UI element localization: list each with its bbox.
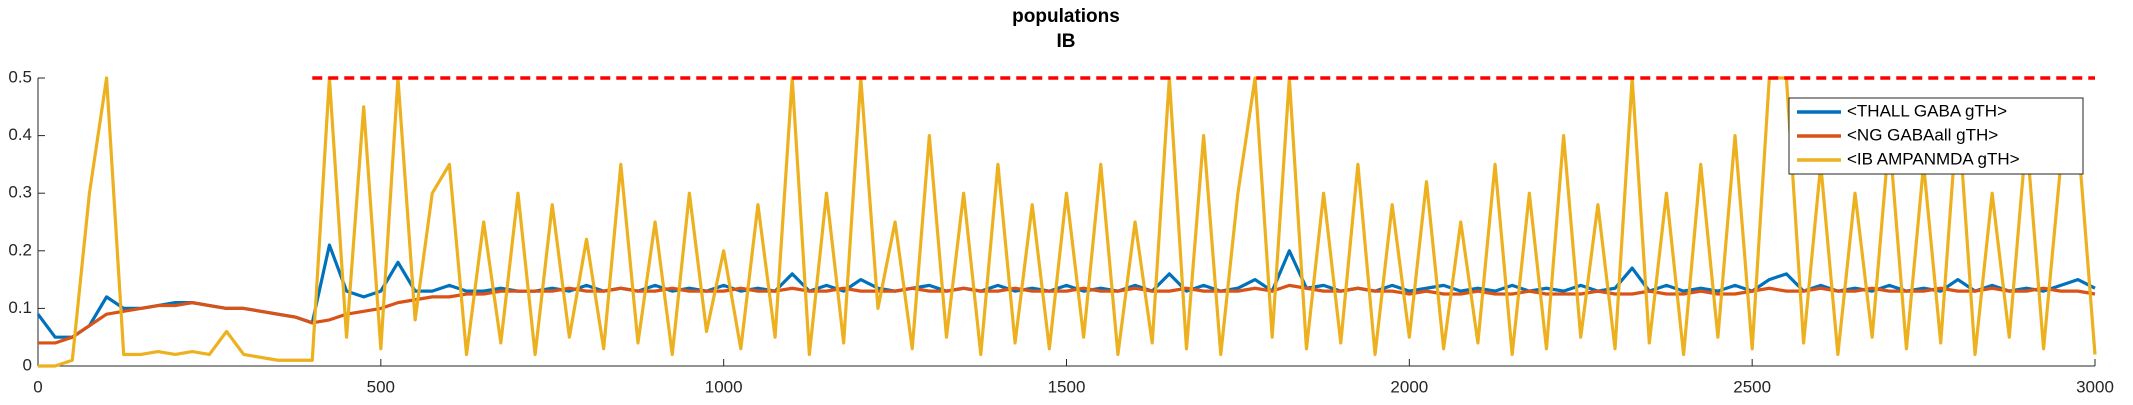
y-tick-label: 0.2 [8,240,32,259]
x-tick-label: 500 [367,377,395,396]
legend: <THALL GABA gTH> <NG GABAall gTH> <IB AMPA… [1788,97,2084,175]
y-tick-label: 0.5 [8,67,32,86]
x-tick-label: 2000 [1390,377,1428,396]
chart-subtitle: IB [1057,31,1076,52]
series-line [38,76,2097,368]
x-tick-label: 1500 [1048,377,1086,396]
x-tick-label: 3000 [2076,377,2114,396]
legend-label: <IB AMPANMDA gTH> [1847,149,2020,168]
x-tick-label: 0 [33,377,42,396]
chart-title: populations [1012,6,1120,27]
x-tick-label: 2500 [1733,377,1771,396]
series-line [38,283,2096,345]
legend-label: <NG GABAall gTH> [1847,125,1998,144]
legend-label: <THALL GABA gTH> [1847,101,2007,120]
y-tick-label: 0.4 [8,125,32,144]
x-tick-label: 1000 [705,377,743,396]
y-tick-label: 0.3 [8,183,32,202]
y-tick-label: 0.1 [8,298,32,317]
y-tick-label: 0 [23,355,32,374]
